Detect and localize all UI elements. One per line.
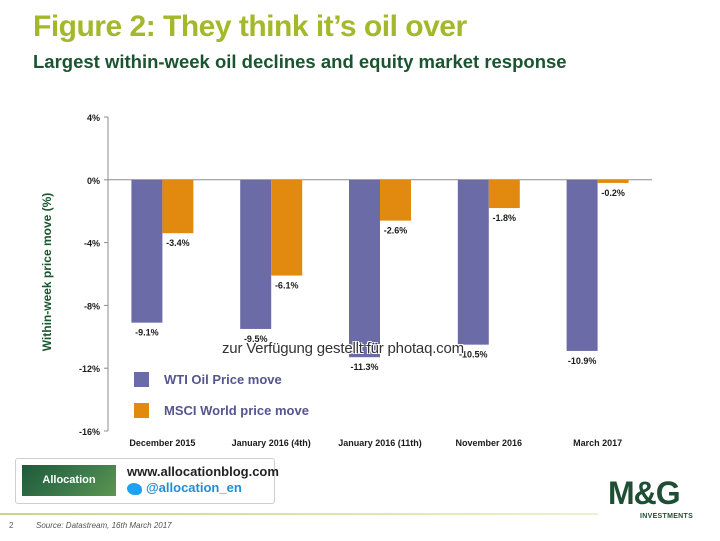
- x-category-label: March 2017: [573, 438, 622, 448]
- oil-bar: [457, 179, 489, 345]
- watermark: zur Verfügung gestellt für photaq.com: [222, 340, 464, 357]
- y-tick-label: -12%: [79, 364, 100, 374]
- msci-legend-label: MSCI World price move: [164, 403, 309, 418]
- twitter-bird-icon: [127, 483, 142, 495]
- mg-logo-subtitle: INVESTMENTS: [640, 513, 694, 520]
- oil-data-label: -11.3%: [350, 362, 378, 372]
- msci-bar: [162, 179, 194, 234]
- msci-legend-swatch: [134, 403, 149, 418]
- msci-data-label: -2.6%: [384, 226, 408, 236]
- oil-bar: [566, 179, 598, 351]
- oil-bar: [131, 179, 163, 323]
- chart-title: Figure 2: They think it’s oil over: [33, 10, 467, 43]
- x-category-label: January 2016 (11th): [338, 438, 422, 448]
- oil-data-label: -10.9%: [568, 356, 597, 366]
- msci-data-label: -6.1%: [275, 281, 299, 291]
- mg-logo: M&G: [608, 475, 681, 511]
- source-note: Source: Datastream, 16th March 2017: [36, 521, 172, 530]
- oil-bar: [240, 179, 272, 329]
- oil-legend-swatch: [134, 372, 149, 387]
- twitter-handle-link[interactable]: @allocation_en: [146, 480, 242, 495]
- blog-link[interactable]: www.allocationblog.com: [127, 464, 279, 479]
- social-box: Allocation www.allocationblog.com @alloc…: [15, 458, 279, 504]
- x-category-label: December 2015: [129, 438, 195, 448]
- oil-bar: [349, 179, 380, 358]
- chart-subtitle: Largest within-week oil declines and equ…: [33, 51, 567, 72]
- x-category-label: November 2016: [456, 438, 523, 448]
- y-tick-label: 0%: [87, 176, 100, 186]
- oil-data-label: -9.5%: [244, 334, 268, 344]
- oil-data-label: -10.5%: [459, 350, 488, 360]
- msci-bar: [271, 179, 303, 276]
- allocation-badge: Allocation: [22, 465, 116, 496]
- oil-legend-label: WTI Oil Price move: [164, 372, 282, 387]
- y-axis-title: Within-week price move (%): [40, 193, 54, 352]
- msci-data-label: -3.4%: [166, 238, 190, 248]
- y-tick-label: 4%: [87, 113, 100, 123]
- page-number: 2: [9, 521, 14, 530]
- msci-data-label: -1.8%: [493, 213, 517, 223]
- msci-bar: [597, 179, 629, 183]
- msci-bar: [488, 179, 520, 209]
- msci-data-label: -0.2%: [601, 188, 625, 198]
- footer-rule: [0, 513, 598, 515]
- y-tick-label: -8%: [84, 301, 100, 311]
- oil-data-label: -9.1%: [135, 328, 159, 338]
- y-tick-label: -16%: [79, 427, 100, 437]
- msci-bar: [380, 179, 411, 221]
- y-tick-label: -4%: [84, 239, 100, 249]
- x-category-label: January 2016 (4th): [232, 438, 311, 448]
